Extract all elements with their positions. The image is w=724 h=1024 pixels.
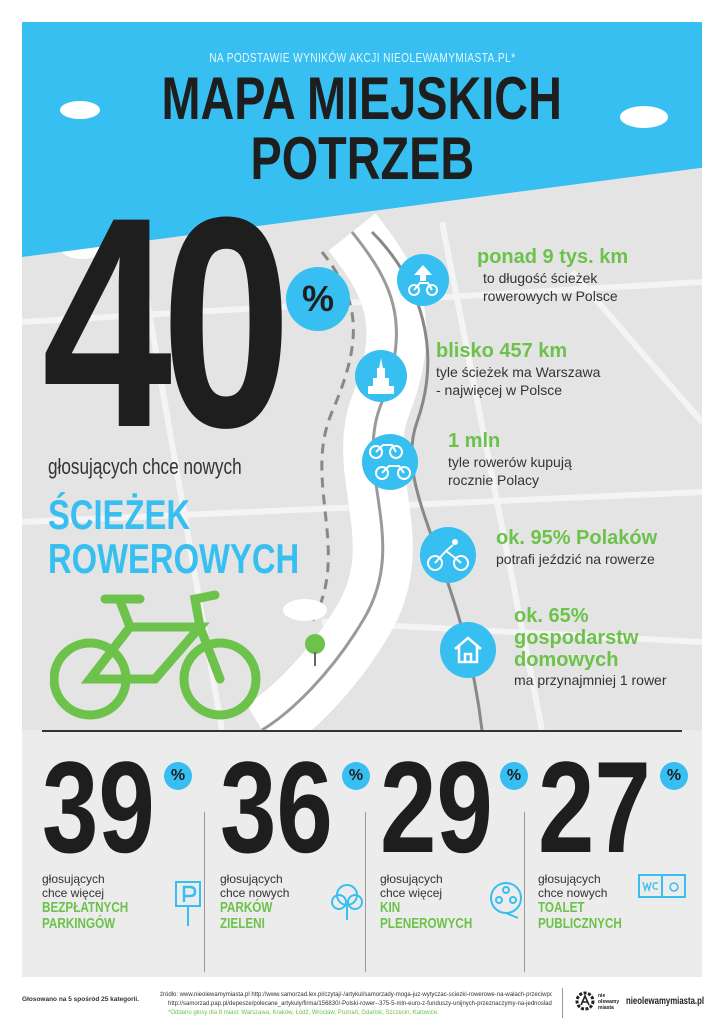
stat-text: głosujących [380,872,443,886]
logo-text: nie olewamy miasta [598,993,620,1011]
fact-text: rowerowych w Polsce [483,288,618,304]
divider [562,988,563,1018]
footnote: *Oddano głosy dla 8 miast: Warszawa, Kra… [168,1010,439,1016]
stat-label: PARKINGÓW [42,915,116,932]
infographic: NA PODSTAWIE WYNIKÓW AKCJI NIEOLEWAMYMIA… [22,22,702,977]
fact-headline: ok. 95% Polaków [496,527,658,549]
bike-arrow-icon [397,254,449,306]
fact-text: rocznie Polacy [448,472,540,488]
stat-label: KIN [380,899,401,916]
fact-4: ok. 95% Polaków potrafi jeździć na rower… [496,527,657,568]
percent-badge: % [342,762,370,790]
header-subtitle: NA PODSTAWIE WYNIKÓW AKCJI NIEOLEWAMYMIA… [208,50,516,65]
stat-text: chce więcej [380,886,443,900]
stat-text: chce nowych [220,886,290,900]
stat-text: chce więcej [42,886,105,900]
tree-icon [331,884,363,920]
fact-headline: blisko 457 km [436,340,568,362]
source-line: http://samorzad.pap.pl/depesze/polecane_… [168,1001,552,1007]
site-link[interactable]: nieolewamymiasta.pl [626,996,705,1007]
stat-label: PARKÓW [220,899,273,916]
page-title-line2: POTRZEB [250,125,474,192]
stat-label: TOALET [538,899,585,916]
footer-note: Głosowano na 5 spośród 25 kategorii. [22,996,140,1003]
film-reel-icon [490,882,522,919]
fact-headline: ponad 9 tys. km [477,246,629,268]
stat-value: 29 [380,734,493,880]
stat-text: chce nowych [538,886,608,900]
footer-sources: źródło: www.nieolewamymiasta.pl http://w… [160,991,552,1018]
fact-text: to długość ścieżek [483,270,598,286]
stat-label: PLENEROWYCH [380,915,473,932]
house-icon [440,622,496,678]
stat-toilets: 27 % głosujących chce nowych TOALET PUBLIC… [538,742,698,932]
percent-badge: % [660,762,688,790]
stat-text: głosujących [538,872,601,886]
divider [204,812,205,972]
fact-text: - najwięcej w Polsce [436,382,563,398]
percent-badge: % [164,762,192,790]
bikes-icon [362,434,418,490]
stat-value: 27 [538,734,651,880]
fact-text: potrafi jeździć na rowerze [496,551,655,567]
logo-icon [575,991,595,1011]
palace-icon [355,350,407,402]
fact-headline: 1 mln [448,430,501,452]
main-category-line1: ŚCIEŻEK [48,491,190,538]
stat-label: BEZPŁATNYCH [42,899,129,916]
cloud-icons [60,101,668,128]
fact-3: 1 mln tyle rowerów kupują rocznie Polacy [448,430,572,489]
divider [42,730,682,732]
stat-value: 36 [220,734,333,880]
stat-parks: 36 % głosujących chce nowych PARKÓW ZIELEN… [220,742,380,932]
stat-text: głosujących [42,872,105,886]
stat-text: głosujących [220,872,283,886]
stat-label: PUBLICZNYCH [538,915,622,932]
page-title-line1: MAPA MIEJSKICH [161,65,563,132]
fact-text: tyle ścieżek ma Warszawa [436,364,601,380]
divider [365,812,366,972]
main-stat-text: głosujących chce nowych [48,454,242,479]
source-line: źródło: www.nieolewamymiasta.pl http://w… [160,992,552,998]
parking-icon [175,881,201,926]
stat-label: ZIELENI [220,915,265,932]
cyclist-icon [420,527,476,583]
fact-1: ponad 9 tys. km to długość ścieżek rower… [477,246,628,305]
divider [524,812,525,972]
fact-headline: ok. 65% [514,605,589,627]
main-stat-percent: % [286,267,350,331]
main-category-line2: ROWEROWYCH [48,535,300,582]
main-stat-value: 40 [42,154,291,490]
fact-text: tyle rowerów kupują [448,454,572,470]
percent-badge: % [500,762,528,790]
fact-2: blisko 457 km tyle ścieżek ma Warszawa -… [436,340,600,399]
stat-cinemas: 29 % głosujących chce więcej KIN PLENEROWY… [380,742,540,932]
stat-value: 39 [42,734,155,880]
fact-5: ok. 65% gospodarstw domowych ma przynajm… [514,605,667,689]
fact-headline: domowych [514,649,619,671]
fact-headline: gospodarstw [514,627,639,649]
stat-parking: 39 % głosujących chce więcej BEZPŁATNYCH P… [42,742,202,932]
toilet-icon [638,874,686,898]
bicycle-icon [50,590,261,720]
fact-text: ma przynajmniej 1 rower [514,672,667,688]
